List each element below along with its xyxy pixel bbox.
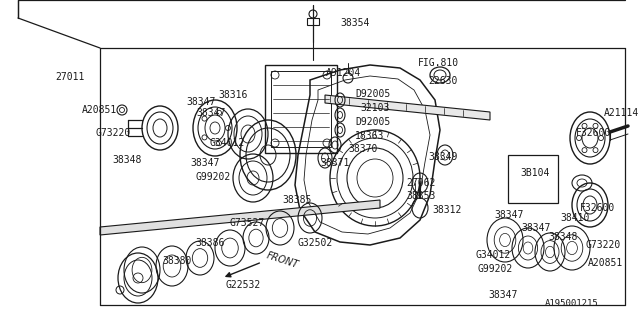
Text: 27062: 27062: [406, 178, 435, 188]
Text: 38347: 38347: [196, 108, 225, 118]
Text: 32103: 32103: [360, 103, 389, 113]
Text: 38348: 38348: [548, 232, 577, 242]
Text: G73220: G73220: [96, 128, 131, 138]
Text: A20851: A20851: [82, 105, 117, 115]
Text: A21114: A21114: [604, 108, 639, 118]
Text: 38386: 38386: [195, 238, 225, 248]
Text: 38385: 38385: [282, 195, 312, 205]
Text: 38347: 38347: [494, 210, 524, 220]
Text: 18363: 18363: [355, 131, 385, 141]
Text: 27011: 27011: [55, 72, 84, 82]
Text: 38347: 38347: [190, 158, 220, 168]
Bar: [265, 65, 337, 153]
Text: 38354: 38354: [340, 18, 369, 28]
Text: A20851: A20851: [588, 258, 623, 268]
Text: 38347: 38347: [186, 97, 216, 107]
Text: 22630: 22630: [428, 76, 458, 86]
Text: G99202: G99202: [195, 172, 230, 182]
Text: FRONT: FRONT: [265, 250, 300, 270]
Text: 38312: 38312: [432, 205, 461, 215]
Text: 38347: 38347: [521, 223, 550, 233]
Text: FIG.810: FIG.810: [418, 58, 459, 68]
Bar: [271, 71, 331, 147]
Text: G32502: G32502: [298, 238, 333, 248]
Text: G34012: G34012: [210, 138, 245, 148]
Polygon shape: [325, 95, 490, 120]
Bar: [307, 18, 319, 25]
Text: 38316: 38316: [218, 90, 248, 100]
Text: G22532: G22532: [225, 280, 260, 290]
Text: 38410: 38410: [560, 213, 589, 223]
Text: 38370: 38370: [348, 144, 378, 154]
Text: G34012: G34012: [476, 250, 511, 260]
Text: D92005: D92005: [355, 89, 390, 99]
Text: A195001215: A195001215: [545, 299, 599, 308]
Text: A91204: A91204: [326, 68, 361, 78]
Text: 38371: 38371: [320, 158, 349, 168]
Text: G73527: G73527: [230, 218, 265, 228]
Text: 38347: 38347: [488, 290, 517, 300]
Text: 38380: 38380: [162, 256, 191, 266]
Text: D92005: D92005: [355, 117, 390, 127]
Polygon shape: [100, 200, 380, 235]
Text: G99202: G99202: [478, 264, 513, 274]
Text: 38348: 38348: [112, 155, 141, 165]
Text: F32600: F32600: [576, 128, 611, 138]
Text: 3B104: 3B104: [520, 168, 549, 178]
Bar: [508, 155, 558, 203]
Text: 38349: 38349: [428, 152, 458, 162]
Text: 38353: 38353: [406, 191, 435, 201]
Text: F32600: F32600: [580, 203, 615, 213]
Text: G73220: G73220: [585, 240, 620, 250]
